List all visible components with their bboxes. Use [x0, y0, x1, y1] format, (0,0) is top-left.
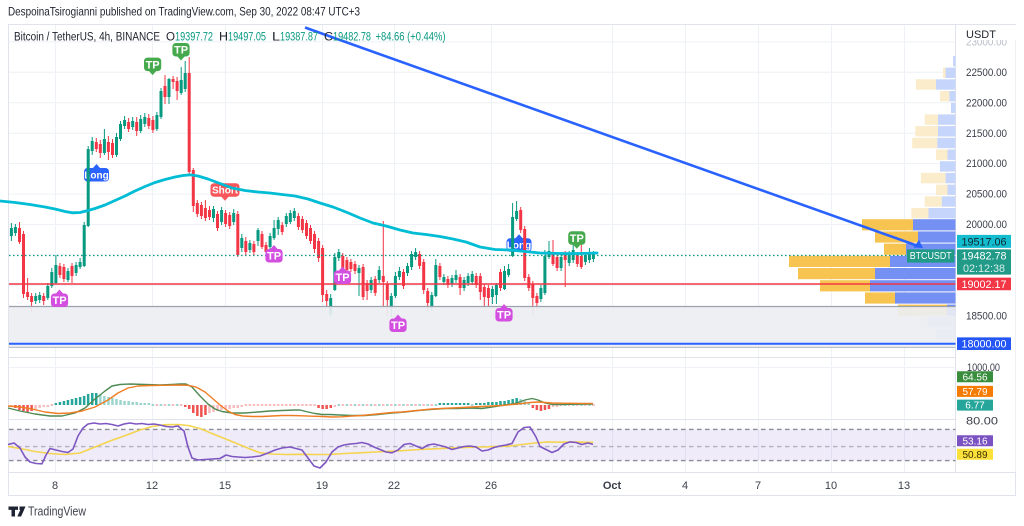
svg-text:22000.00: 22000.00: [966, 97, 1007, 109]
svg-text:57.79: 57.79: [962, 387, 987, 398]
svg-text:18500.00: 18500.00: [966, 310, 1007, 322]
svg-text:C: C: [324, 30, 333, 44]
svg-text:20500.00: 20500.00: [966, 189, 1007, 201]
svg-text:26: 26: [485, 480, 497, 492]
svg-text:02:12:38: 02:12:38: [963, 263, 1005, 275]
svg-text:H: H: [219, 30, 228, 44]
svg-text:12: 12: [146, 480, 158, 492]
svg-text:7: 7: [755, 480, 761, 492]
svg-text:64.56: 64.56: [962, 372, 987, 383]
svg-text:TP: TP: [570, 233, 584, 245]
svg-text:50.89: 50.89: [962, 450, 987, 461]
svg-text:1000.00: 1000.00: [967, 362, 1000, 374]
svg-text:13: 13: [898, 480, 910, 492]
svg-text:19517.06: 19517.06: [961, 236, 1006, 248]
svg-text:TP: TP: [497, 310, 511, 322]
svg-text:Bitcoin / TetherUS, 4h, BINANC: Bitcoin / TetherUS, 4h, BINANCE: [14, 30, 160, 44]
svg-text:6.77: 6.77: [965, 401, 985, 412]
svg-text:Long: Long: [84, 170, 108, 181]
svg-text:19: 19: [316, 480, 328, 492]
svg-text:53.16: 53.16: [962, 436, 987, 447]
svg-text:19482.78: 19482.78: [961, 251, 1006, 263]
svg-text:TP: TP: [391, 320, 405, 332]
svg-text:TP: TP: [267, 251, 281, 263]
svg-text:20000.00: 20000.00: [966, 219, 1007, 231]
svg-text:Long: Long: [507, 241, 531, 252]
svg-text:+84.66 (+0.44%): +84.66 (+0.44%): [376, 30, 446, 44]
svg-text:22: 22: [388, 480, 400, 492]
svg-text:TP: TP: [146, 59, 160, 71]
svg-text:DespoinaTsirogianni published: DespoinaTsirogianni published on Trading…: [8, 5, 360, 19]
svg-text:21500.00: 21500.00: [966, 128, 1007, 140]
svg-text:BTCUSDT: BTCUSDT: [910, 250, 952, 262]
svg-text:80.00: 80.00: [966, 415, 998, 427]
svg-text:19002.17: 19002.17: [961, 279, 1006, 291]
svg-text:15: 15: [219, 480, 231, 492]
svg-text:21000.00: 21000.00: [966, 158, 1007, 170]
svg-text:19397.72: 19397.72: [175, 30, 213, 44]
svg-text:L: L: [272, 30, 280, 44]
svg-text:18000.00: 18000.00: [961, 339, 1006, 351]
svg-text:8: 8: [52, 480, 58, 492]
svg-text:Short: Short: [212, 186, 239, 197]
svg-text:22500.00: 22500.00: [966, 67, 1007, 79]
svg-text:10: 10: [825, 480, 837, 492]
svg-text:Oct: Oct: [603, 480, 622, 492]
svg-text:TradingView: TradingView: [28, 505, 87, 519]
svg-text:4: 4: [682, 480, 688, 492]
svg-text:19482.78: 19482.78: [333, 30, 371, 44]
svg-text:TP: TP: [335, 272, 349, 284]
svg-text:19387.87: 19387.87: [280, 30, 318, 44]
svg-text:TP: TP: [52, 295, 66, 307]
svg-text:19497.05: 19497.05: [228, 30, 266, 44]
svg-text:USDT: USDT: [966, 29, 996, 41]
svg-text:TP: TP: [174, 45, 188, 57]
svg-text:O: O: [166, 30, 175, 44]
